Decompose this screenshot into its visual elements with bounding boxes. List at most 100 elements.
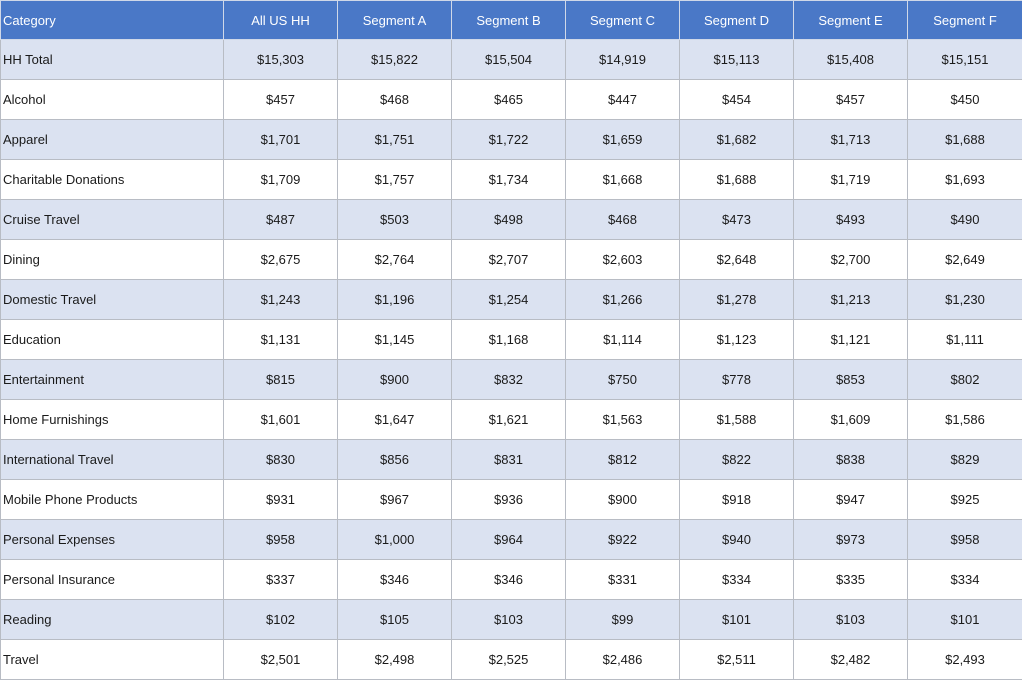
table-cell-value: $812	[566, 440, 680, 480]
row-category-label: Home Furnishings	[1, 400, 224, 440]
table-cell-value: $856	[338, 440, 452, 480]
table-cell-value: $1,757	[338, 160, 452, 200]
table-cell-value: $487	[224, 200, 338, 240]
table-cell-value: $334	[680, 560, 794, 600]
column-header-segment-c: Segment C	[566, 1, 680, 40]
table-cell-value: $346	[452, 560, 566, 600]
table-cell-value: $2,525	[452, 640, 566, 680]
table-cell-value: $925	[908, 480, 1022, 520]
table-cell-value: $15,113	[680, 40, 794, 80]
table-row: Cruise Travel$487$503$498$468$473$493$49…	[1, 200, 1022, 240]
table-cell-value: $457	[224, 80, 338, 120]
table-cell-value: $1,719	[794, 160, 908, 200]
table-cell-value: $1,609	[794, 400, 908, 440]
table-cell-value: $2,764	[338, 240, 452, 280]
table-cell-value: $900	[338, 360, 452, 400]
table-body: HH Total$15,303$15,822$15,504$14,919$15,…	[1, 40, 1022, 680]
table-cell-value: $465	[452, 80, 566, 120]
row-category-label: Alcohol	[1, 80, 224, 120]
row-category-label: Travel	[1, 640, 224, 680]
table-cell-value: $2,511	[680, 640, 794, 680]
table-cell-value: $829	[908, 440, 1022, 480]
table-cell-value: $750	[566, 360, 680, 400]
table-cell-value: $1,111	[908, 320, 1022, 360]
table-cell-value: $2,649	[908, 240, 1022, 280]
table-cell-value: $447	[566, 80, 680, 120]
table-row: Home Furnishings$1,601$1,647$1,621$1,563…	[1, 400, 1022, 440]
table-cell-value: $1,647	[338, 400, 452, 440]
table-cell-value: $503	[338, 200, 452, 240]
table-cell-value: $1,114	[566, 320, 680, 360]
table-cell-value: $1,688	[680, 160, 794, 200]
column-header-segment-d: Segment D	[680, 1, 794, 40]
table-cell-value: $498	[452, 200, 566, 240]
table-cell-value: $346	[338, 560, 452, 600]
table-cell-value: $922	[566, 520, 680, 560]
table-cell-value: $1,588	[680, 400, 794, 440]
table-cell-value: $853	[794, 360, 908, 400]
table-cell-value: $1,734	[452, 160, 566, 200]
table-cell-value: $102	[224, 600, 338, 640]
table-cell-value: $101	[908, 600, 1022, 640]
table-cell-value: $2,482	[794, 640, 908, 680]
table-cell-value: $15,303	[224, 40, 338, 80]
table-cell-value: $331	[566, 560, 680, 600]
table-cell-value: $1,751	[338, 120, 452, 160]
table-cell-value: $1,563	[566, 400, 680, 440]
table-cell-value: $473	[680, 200, 794, 240]
table-cell-value: $1,168	[452, 320, 566, 360]
row-category-label: Personal Insurance	[1, 560, 224, 600]
table-cell-value: $2,648	[680, 240, 794, 280]
table-cell-value: $832	[452, 360, 566, 400]
table-cell-value: $831	[452, 440, 566, 480]
table-cell-value: $1,213	[794, 280, 908, 320]
table-cell-value: $2,603	[566, 240, 680, 280]
table-cell-value: $1,668	[566, 160, 680, 200]
table-cell-value: $1,601	[224, 400, 338, 440]
table-cell-value: $2,501	[224, 640, 338, 680]
table-row: Personal Insurance$337$346$346$331$334$3…	[1, 560, 1022, 600]
table-cell-value: $973	[794, 520, 908, 560]
table-cell-value: $1,121	[794, 320, 908, 360]
row-category-label: Dining	[1, 240, 224, 280]
row-category-label: Reading	[1, 600, 224, 640]
table-cell-value: $918	[680, 480, 794, 520]
table-row: Entertainment$815$900$832$750$778$853$80…	[1, 360, 1022, 400]
table-cell-value: $936	[452, 480, 566, 520]
table-cell-value: $1,123	[680, 320, 794, 360]
table-cell-value: $103	[452, 600, 566, 640]
table-cell-value: $2,486	[566, 640, 680, 680]
column-header-category: Category	[1, 1, 224, 40]
table-cell-value: $967	[338, 480, 452, 520]
row-category-label: Entertainment	[1, 360, 224, 400]
table-cell-value: $1,713	[794, 120, 908, 160]
table-cell-value: $2,493	[908, 640, 1022, 680]
table-cell-value: $15,504	[452, 40, 566, 80]
table-cell-value: $1,722	[452, 120, 566, 160]
table-cell-value: $468	[566, 200, 680, 240]
row-category-label: Apparel	[1, 120, 224, 160]
table-cell-value: $815	[224, 360, 338, 400]
table-cell-value: $1,254	[452, 280, 566, 320]
table-cell-value: $1,693	[908, 160, 1022, 200]
table-cell-value: $14,919	[566, 40, 680, 80]
table-cell-value: $2,700	[794, 240, 908, 280]
table-cell-value: $1,000	[338, 520, 452, 560]
table-cell-value: $940	[680, 520, 794, 560]
table-cell-value: $838	[794, 440, 908, 480]
table-cell-value: $1,266	[566, 280, 680, 320]
table-cell-value: $15,822	[338, 40, 452, 80]
header-row: Category All US HH Segment A Segment B S…	[1, 1, 1022, 40]
row-category-label: Education	[1, 320, 224, 360]
column-header-segment-f: Segment F	[908, 1, 1022, 40]
table-row: Education$1,131$1,145$1,168$1,114$1,123$…	[1, 320, 1022, 360]
table-cell-value: $105	[338, 600, 452, 640]
table-row: Alcohol$457$468$465$447$454$457$450	[1, 80, 1022, 120]
table-cell-value: $822	[680, 440, 794, 480]
table-row: HH Total$15,303$15,822$15,504$14,919$15,…	[1, 40, 1022, 80]
table-row: Reading$102$105$103$99$101$103$101	[1, 600, 1022, 640]
table-cell-value: $1,709	[224, 160, 338, 200]
column-header-segment-b: Segment B	[452, 1, 566, 40]
table-cell-value: $958	[224, 520, 338, 560]
